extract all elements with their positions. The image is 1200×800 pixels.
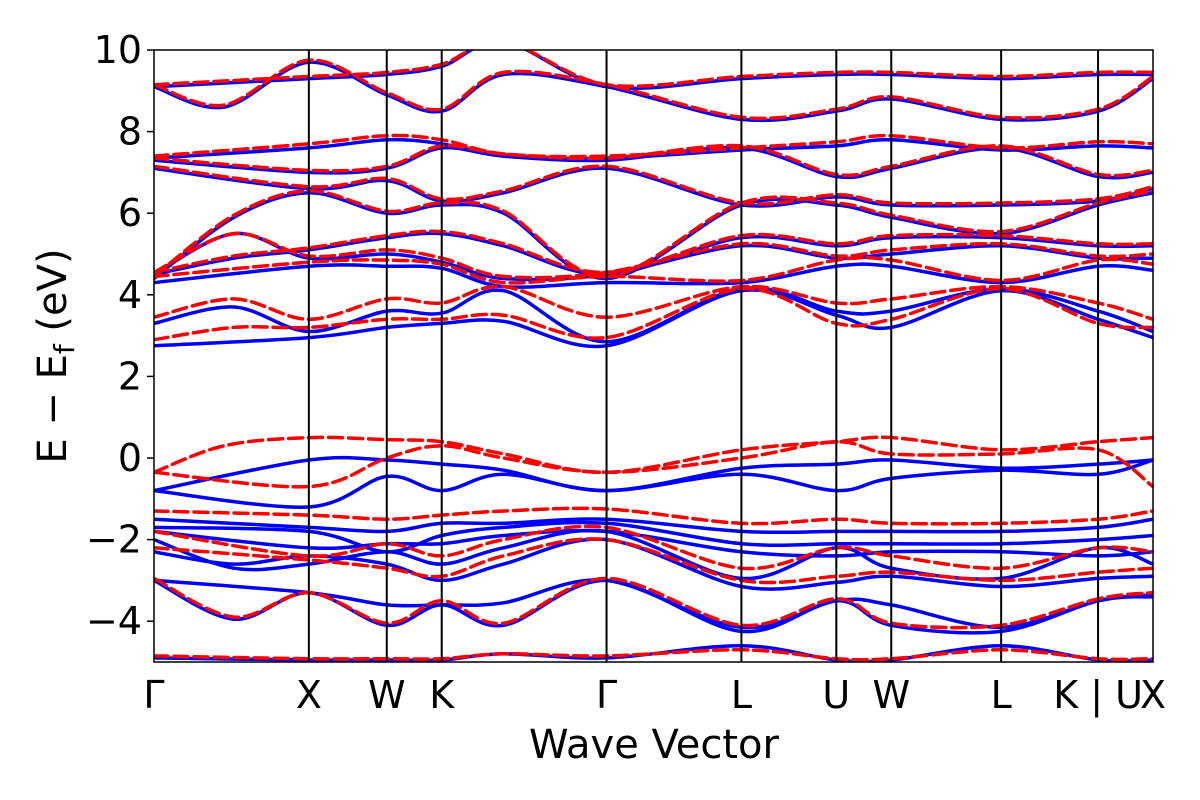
- x-tick-label: Γ: [596, 673, 617, 717]
- y-tick-label: 6: [118, 191, 142, 235]
- y-tick-label: 0: [118, 436, 142, 480]
- x-tick-label: X: [1140, 673, 1166, 717]
- y-axis: −4 −2 0 2 4 6 8 10: [86, 28, 154, 643]
- y-axis-label-subscript: f: [48, 343, 81, 354]
- x-tick-label: K: [429, 673, 455, 717]
- x-axis-label: Wave Vector: [529, 722, 780, 768]
- y-axis-label-unit-text: (eV): [30, 248, 76, 331]
- plot-frame: [153, 49, 1154, 663]
- dashed-band-line: [154, 255, 1153, 285]
- y-axis-label-unit: [30, 332, 76, 345]
- y-tick-label: 4: [118, 273, 142, 317]
- y-tick-label: −4: [86, 599, 142, 643]
- x-tick-label: X: [296, 673, 322, 717]
- y-tick-label: −2: [86, 518, 142, 562]
- y-tick-label: 10: [94, 28, 142, 72]
- x-tick-label: U: [822, 673, 850, 717]
- y-tick-label: 8: [118, 110, 142, 154]
- plot-background: [154, 50, 1153, 662]
- x-tick-label: K | U: [1053, 673, 1143, 718]
- x-tick-label: W: [872, 673, 910, 717]
- y-axis-label: E − Ef (eV): [30, 248, 81, 463]
- plot-area: [153, 49, 1154, 663]
- kpoint-lines: [307, 50, 1100, 662]
- x-tick-label: L: [731, 673, 752, 717]
- y-axis-label-base: E − E: [30, 354, 76, 464]
- x-tick-label: W: [368, 673, 406, 717]
- x-tick-label: Γ: [143, 673, 164, 717]
- y-tick-label: 2: [118, 354, 142, 398]
- x-tick-label: L: [991, 673, 1012, 717]
